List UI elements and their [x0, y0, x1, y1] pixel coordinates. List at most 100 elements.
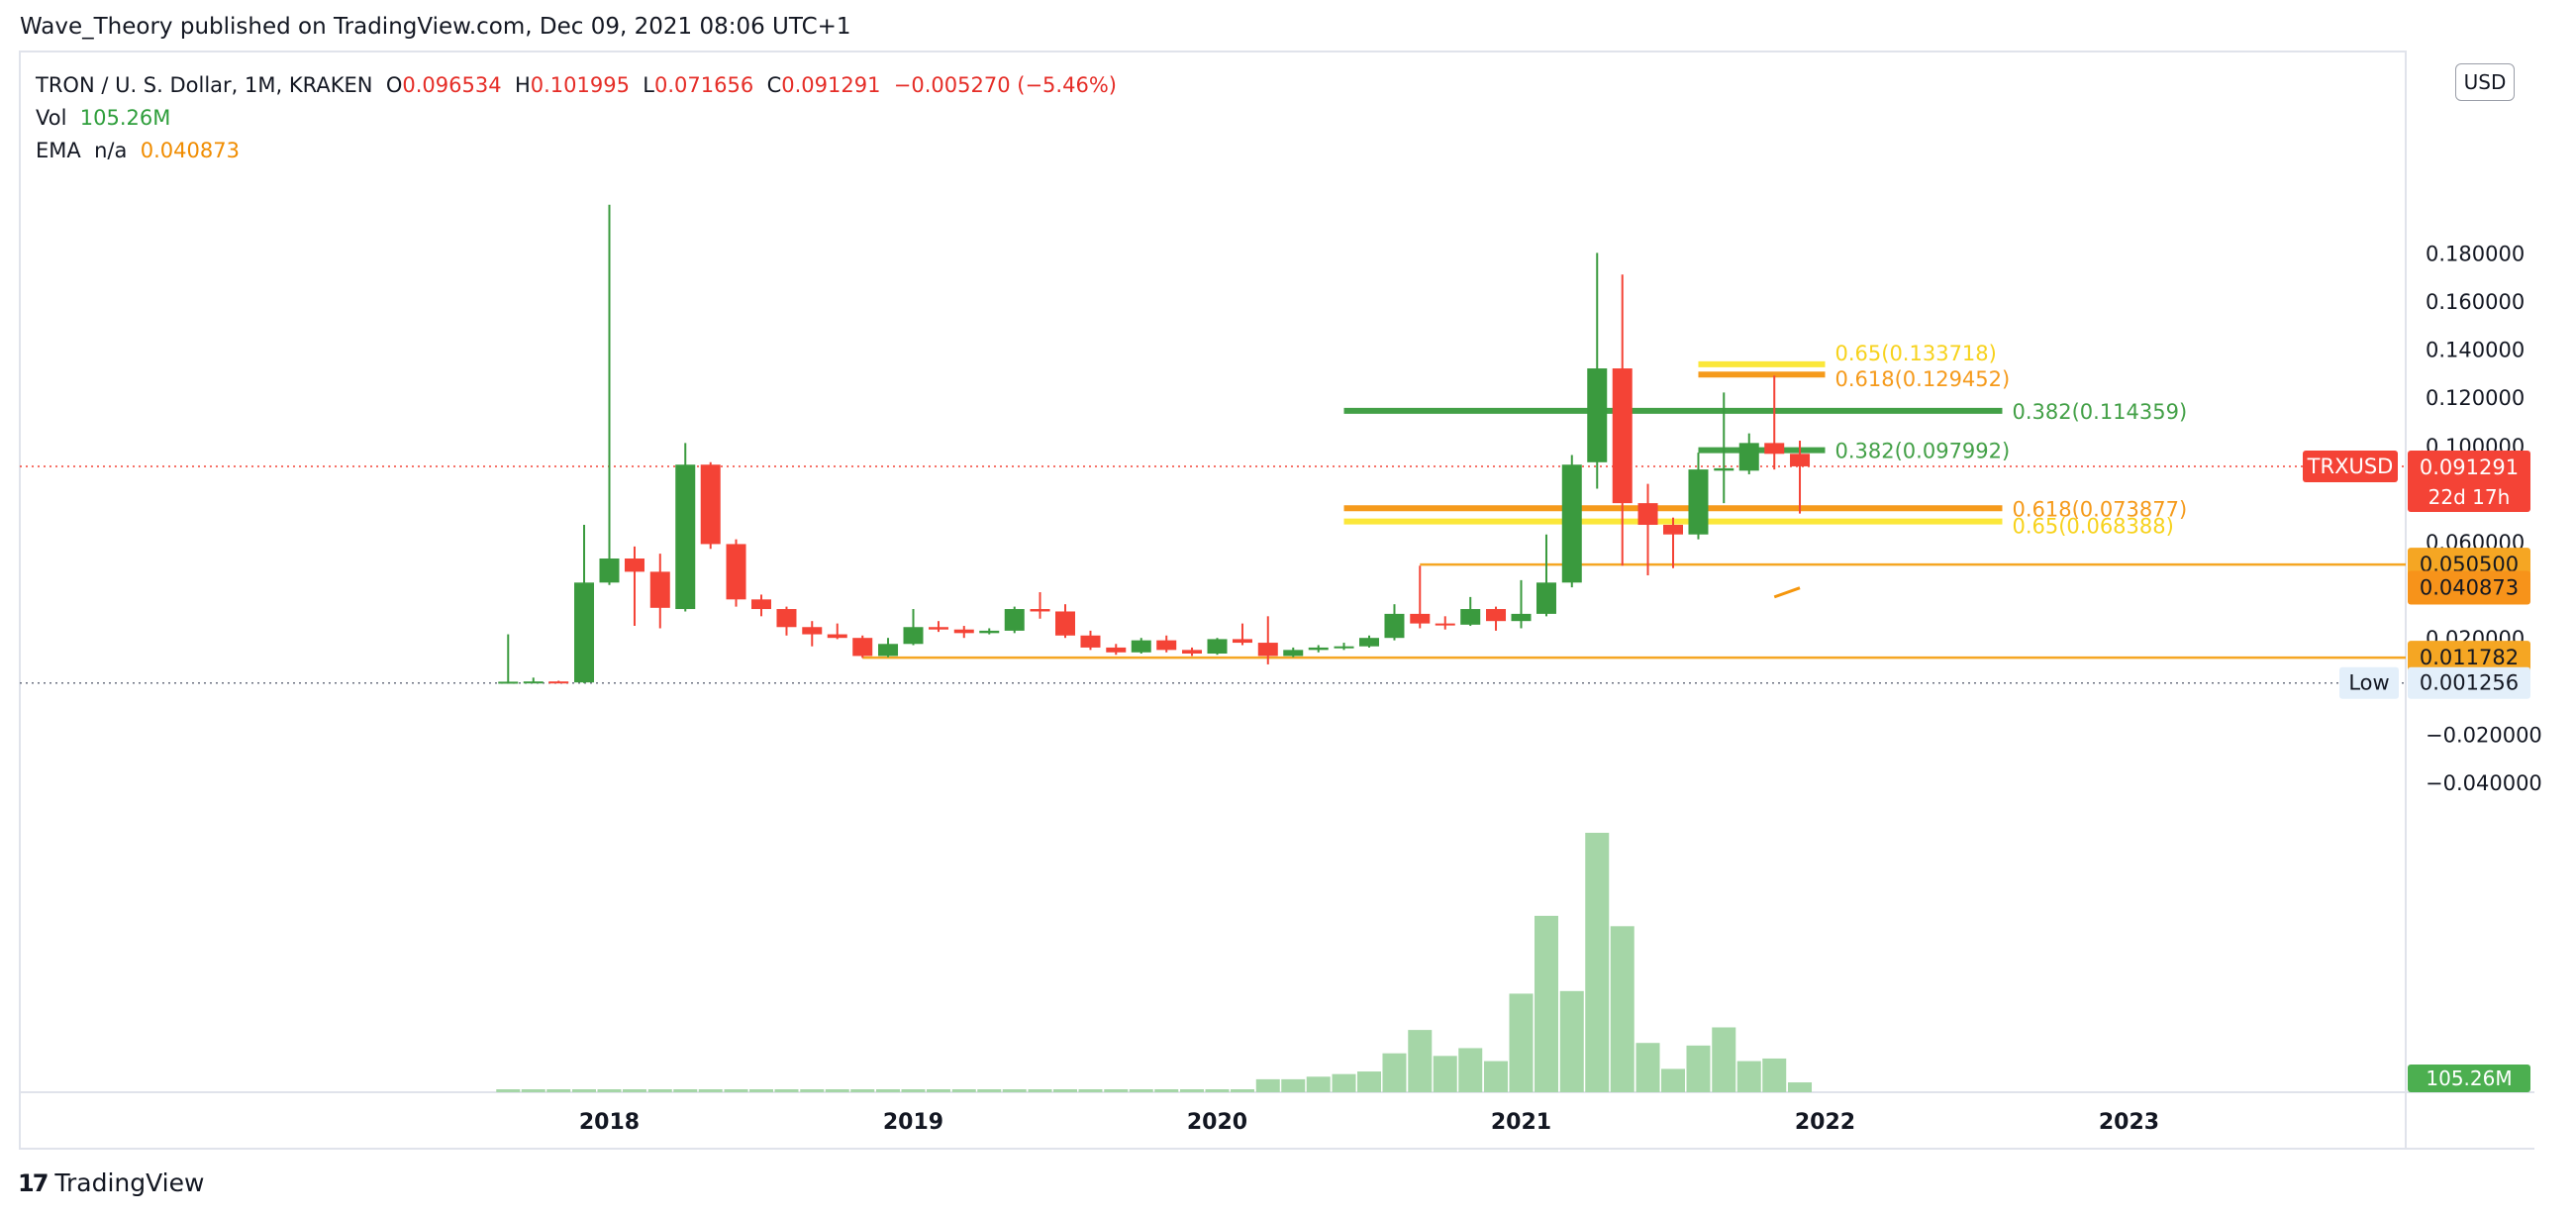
time-tick-label: 2020 — [1187, 1110, 1247, 1135]
volume-bar — [597, 1089, 622, 1092]
candle-body — [1359, 638, 1379, 647]
volume-bar — [1762, 1058, 1787, 1092]
volume-label: Vol — [36, 106, 67, 130]
low-value: 0.071656 — [654, 73, 754, 97]
volume-bar — [800, 1089, 825, 1092]
publish-header: Wave_Theory published on TradingView.com… — [20, 14, 851, 40]
candle-body — [1207, 639, 1228, 654]
symbol-price-badge-bg — [2303, 450, 2398, 482]
price-tick-label: 0.180000 — [2426, 242, 2525, 265]
currency-button[interactable]: USD — [2455, 63, 2515, 101]
volume-bar — [1028, 1089, 1052, 1092]
volume-bars — [496, 833, 1813, 1092]
candle-body — [1663, 524, 1683, 535]
time-tick-label: 2018 — [579, 1110, 640, 1135]
candle-body — [802, 627, 823, 635]
close-value: 0.091291 — [781, 73, 881, 97]
price-tick-label: −0.040000 — [2426, 771, 2542, 795]
volume-bar — [926, 1089, 950, 1092]
candle-body — [878, 644, 899, 657]
candle-body — [1688, 469, 1709, 535]
price-tick-label: 0.160000 — [2426, 290, 2525, 314]
fib-level-label: 0.65(0.133718) — [1835, 342, 1997, 365]
candle-body — [1460, 609, 1481, 625]
candle-body — [1587, 368, 1608, 462]
candle-body — [1536, 582, 1556, 614]
candle-body — [1131, 640, 1151, 653]
candle-body — [1637, 503, 1658, 525]
volume-bar — [1686, 1045, 1711, 1092]
candle-body — [1156, 640, 1177, 651]
ema-value: 0.040873 — [140, 139, 240, 162]
candle-body — [1486, 609, 1507, 622]
volume-bar — [496, 1089, 521, 1092]
tradingview-logo-text: TradingView — [54, 1168, 205, 1197]
chart-legend: TRON / U. S. Dollar, 1M, KRAKEN O0.09653… — [36, 69, 1117, 167]
open-value: 0.096534 — [402, 73, 502, 97]
volume-bar — [1129, 1089, 1153, 1092]
low-label-badge-bg — [2339, 666, 2399, 699]
candle-body — [1790, 454, 1811, 466]
time-tick-label: 2023 — [2099, 1110, 2159, 1135]
fib-level-label: 0.382(0.114359) — [2012, 400, 2187, 424]
volume-bar — [850, 1089, 875, 1092]
low-price-badge: 0.001256 — [2408, 666, 2530, 699]
axes: 0.1800000.1600000.1400000.1200000.100000… — [579, 242, 2542, 1135]
volume-value: 105.26M — [79, 106, 171, 130]
candle-body — [751, 599, 771, 610]
ema-label: EMA — [36, 139, 81, 162]
candle-body — [1764, 443, 1785, 455]
volume-bar — [698, 1089, 723, 1092]
fib-level-label: 0.618(0.073877) — [2012, 497, 2187, 521]
volume-bar — [1635, 1043, 1660, 1092]
volume-bar — [521, 1089, 545, 1092]
volume-bar — [951, 1089, 976, 1092]
candle-body — [548, 681, 569, 684]
volume-legend-row[interactable]: Vol 105.26M — [36, 102, 1117, 135]
volume-bar — [825, 1089, 849, 1092]
candle-body — [1612, 368, 1633, 504]
support-price-badge: 0.011782 — [2408, 641, 2530, 675]
volume-bar — [1382, 1053, 1407, 1092]
volume-badge-bg — [2408, 1065, 2530, 1092]
volume-badge-text: 105.26M — [2426, 1066, 2512, 1090]
fib-level-label: 0.65(0.068388) — [2012, 515, 2173, 539]
volume-bar — [749, 1089, 773, 1092]
volume-bar — [1433, 1056, 1457, 1092]
price-tick-label: 0.120000 — [2426, 386, 2525, 410]
volume-bar — [724, 1089, 748, 1092]
volume-bar — [546, 1089, 571, 1092]
high-value: 0.101995 — [530, 73, 630, 97]
candle-body — [649, 571, 670, 608]
volume-bar — [1458, 1048, 1483, 1092]
high-label: H — [514, 73, 531, 97]
candle-body — [903, 627, 924, 645]
volume-bar — [1736, 1061, 1761, 1092]
ema-line — [1773, 586, 1801, 599]
candle-body — [498, 681, 519, 684]
time-tick-label: 2021 — [1491, 1110, 1551, 1135]
volume-bar — [1180, 1089, 1205, 1092]
candle-body — [1232, 639, 1252, 644]
volume-bar — [1484, 1061, 1509, 1092]
open-label: O — [385, 73, 403, 97]
ema-price-badge: 0.040873 — [2408, 570, 2530, 605]
volume-bar — [622, 1089, 646, 1092]
symbol-price-badge: TRXUSD — [2303, 450, 2398, 482]
fib-level-label: 0.382(0.097992) — [1835, 440, 2011, 463]
volume-bar — [1154, 1089, 1179, 1092]
change-value: −0.005270 (−5.46%) — [893, 73, 1117, 97]
candle-body — [852, 638, 873, 657]
support-price-badge-text: 0.011782 — [2420, 646, 2519, 669]
symbol-title[interactable]: TRON / U. S. Dollar, 1M, KRAKEN — [36, 73, 373, 97]
candle-body — [1182, 650, 1203, 654]
current-price-badge-bg — [2408, 450, 2530, 512]
candle-body — [1714, 467, 1734, 471]
candle-body — [1080, 635, 1101, 648]
volume-bar — [977, 1089, 1002, 1092]
support-price-badge-bg — [2408, 641, 2530, 675]
candle-body — [1055, 611, 1075, 636]
candlesticks — [498, 204, 1811, 684]
ema-legend-row[interactable]: EMA n/a 0.040873 — [36, 135, 1117, 167]
